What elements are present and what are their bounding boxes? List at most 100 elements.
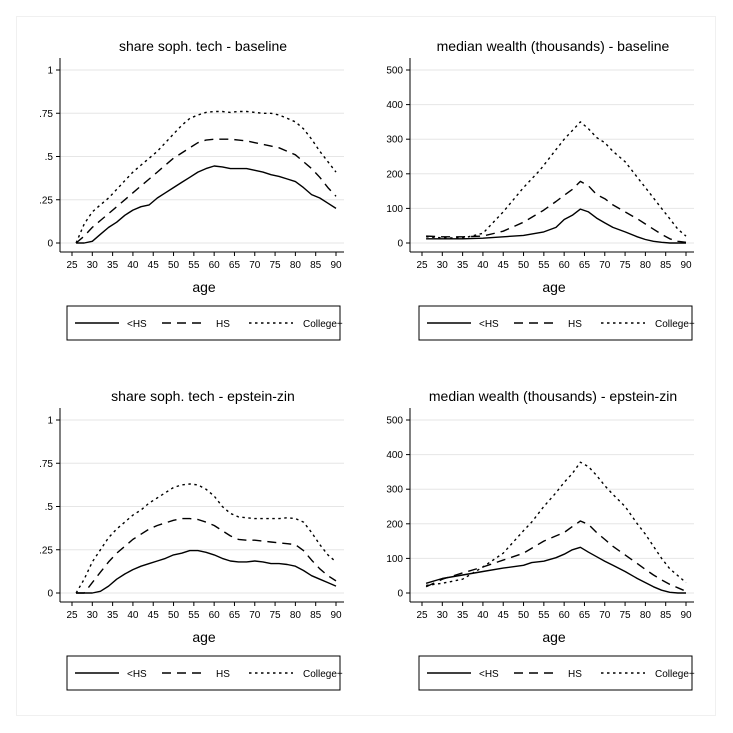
x-tick-label: 55 bbox=[188, 610, 200, 621]
y-tick-label: 300 bbox=[386, 485, 403, 496]
x-tick-label: 80 bbox=[290, 610, 302, 621]
x-tick-label: 65 bbox=[229, 260, 241, 271]
x-tick-label: 85 bbox=[310, 610, 322, 621]
series-line-2 bbox=[425, 520, 687, 592]
x-tick-label: 90 bbox=[680, 260, 692, 271]
x-tick-label: 35 bbox=[107, 260, 119, 271]
x-tick-label: 70 bbox=[249, 260, 261, 271]
x-tick-label: 55 bbox=[538, 610, 550, 621]
y-tick-label: 0 bbox=[47, 589, 53, 600]
x-tick-label: 60 bbox=[209, 260, 221, 271]
legend: <HS HS College+ bbox=[66, 655, 343, 691]
series-line-1 bbox=[76, 165, 337, 244]
x-tick-label: 85 bbox=[660, 260, 672, 271]
x-tick-label: 80 bbox=[640, 260, 652, 271]
x-tick-label: 30 bbox=[87, 260, 99, 271]
y-tick-label: 200 bbox=[386, 519, 403, 530]
chart-panel-3: share soph. tech - epstein-zin 0 .25 .5 .75 1… bbox=[39, 388, 344, 691]
x-tick-label: 30 bbox=[437, 260, 449, 271]
legend-label: HS bbox=[216, 319, 230, 330]
y-tick-label: 100 bbox=[386, 554, 403, 565]
x-tick-label: 65 bbox=[229, 610, 241, 621]
y-tick-label: 100 bbox=[386, 204, 403, 215]
chart-title: median wealth (thousands) - baseline bbox=[437, 38, 670, 54]
x-tick-label: 25 bbox=[66, 610, 78, 621]
x-tick-label: 50 bbox=[518, 610, 530, 621]
y-tick-label: 1 bbox=[47, 66, 53, 77]
x-tick-label: 70 bbox=[249, 610, 261, 621]
y-tick-label: .25 bbox=[39, 545, 53, 556]
chart-title: share soph. tech - epstein-zin bbox=[111, 388, 295, 404]
x-tick-label: 25 bbox=[416, 610, 428, 621]
x-axis-label: age bbox=[192, 629, 216, 645]
x-tick-label: 45 bbox=[148, 260, 160, 271]
legend-label: <HS bbox=[127, 669, 147, 680]
x-tick-label: 50 bbox=[168, 260, 180, 271]
x-tick-label: 40 bbox=[127, 260, 139, 271]
x-tick-label: 40 bbox=[477, 610, 489, 621]
y-tick-label: 500 bbox=[386, 66, 403, 77]
x-tick-label: 45 bbox=[498, 610, 510, 621]
y-tick-label: .5 bbox=[45, 152, 54, 163]
x-tick-label: 25 bbox=[416, 260, 428, 271]
x-tick-label: 85 bbox=[310, 260, 322, 271]
y-tick-label: 400 bbox=[386, 100, 403, 111]
x-tick-label: 70 bbox=[599, 260, 611, 271]
legend-label: HS bbox=[216, 669, 230, 680]
series-line-2 bbox=[75, 138, 337, 244]
x-tick-label: 80 bbox=[640, 610, 652, 621]
legend: <HS HS College+ bbox=[418, 305, 695, 341]
legend-label: <HS bbox=[479, 319, 499, 330]
x-tick-label: 55 bbox=[538, 260, 550, 271]
x-tick-label: 60 bbox=[559, 610, 571, 621]
chart-panel-2: median wealth (thousands) - baseline 0 100… bbox=[386, 38, 695, 341]
x-axis-label: age bbox=[192, 279, 216, 295]
x-tick-label: 90 bbox=[330, 610, 342, 621]
legend-label: College+ bbox=[655, 669, 695, 680]
series-line-3 bbox=[75, 110, 337, 244]
x-tick-label: 85 bbox=[660, 610, 672, 621]
legend-label: HS bbox=[568, 669, 582, 680]
x-tick-label: 50 bbox=[168, 610, 180, 621]
x-tick-label: 55 bbox=[188, 260, 200, 271]
chart-panel-4: median wealth (thousands) - epstein-zin 0… bbox=[386, 388, 695, 691]
x-tick-label: 90 bbox=[330, 260, 342, 271]
series-line-3 bbox=[75, 483, 337, 594]
x-tick-label: 45 bbox=[148, 610, 160, 621]
x-tick-label: 50 bbox=[518, 260, 530, 271]
series-line-1 bbox=[426, 208, 686, 244]
y-tick-label: 200 bbox=[386, 169, 403, 180]
x-tick-label: 60 bbox=[559, 260, 571, 271]
legend-label: <HS bbox=[127, 319, 147, 330]
x-tick-label: 65 bbox=[579, 260, 591, 271]
legend-label: College+ bbox=[303, 319, 343, 330]
x-tick-label: 40 bbox=[127, 610, 139, 621]
y-tick-label: 0 bbox=[47, 239, 53, 250]
y-tick-label: 500 bbox=[386, 416, 403, 427]
y-tick-label: 0 bbox=[397, 589, 403, 600]
legend-label: <HS bbox=[479, 669, 499, 680]
series-line-2 bbox=[426, 180, 687, 243]
x-tick-label: 25 bbox=[66, 260, 78, 271]
x-tick-label: 30 bbox=[437, 610, 449, 621]
x-tick-label: 60 bbox=[209, 610, 221, 621]
y-tick-label: .5 bbox=[45, 502, 54, 513]
x-tick-label: 30 bbox=[87, 610, 99, 621]
x-tick-label: 35 bbox=[107, 610, 119, 621]
x-tick-label: 75 bbox=[270, 260, 282, 271]
x-tick-label: 70 bbox=[599, 610, 611, 621]
legend-label: College+ bbox=[303, 669, 343, 680]
y-tick-label: 300 bbox=[386, 135, 403, 146]
y-tick-label: 0 bbox=[397, 239, 403, 250]
x-axis-label: age bbox=[542, 629, 566, 645]
series-line-1 bbox=[425, 546, 686, 594]
chart-title: median wealth (thousands) - epstein-zin bbox=[429, 388, 677, 404]
y-tick-label: .75 bbox=[39, 109, 53, 120]
series-line-2 bbox=[76, 517, 337, 594]
x-tick-label: 45 bbox=[498, 260, 510, 271]
x-tick-label: 35 bbox=[457, 260, 469, 271]
legend-label: College+ bbox=[655, 319, 695, 330]
x-axis-label: age bbox=[542, 279, 566, 295]
y-tick-label: 1 bbox=[47, 416, 53, 427]
